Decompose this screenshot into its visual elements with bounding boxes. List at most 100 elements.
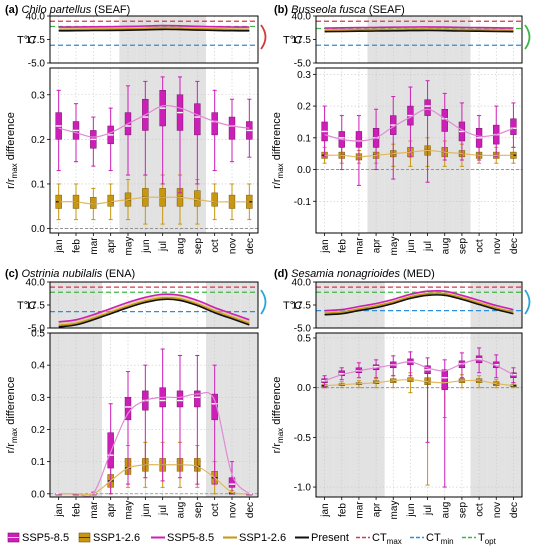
ylabel-main: r/r: [271, 443, 283, 454]
region-name: (SEAF): [91, 4, 130, 16]
temperature-ytick-label: -5.0: [294, 59, 312, 70]
ssp585-box-mar: [90, 116, 97, 167]
boxplot-ytick-label: 0.5: [31, 329, 45, 340]
temperature-shade-dec: [504, 282, 522, 328]
ylabel-subscript: max: [276, 428, 285, 443]
month-label-nov: nov: [492, 502, 503, 518]
month-label-jun: jun: [406, 503, 417, 517]
ssp585-iqr: [194, 390, 201, 408]
boxplot-ylabel: r/rmax difference: [271, 112, 285, 189]
ssp585-box-aug: [441, 359, 448, 488]
month-label-dec: dec: [245, 238, 256, 254]
ssp126-iqr: [211, 192, 218, 207]
temperature-strip: 40.0 17.5 -5.0 T°C: [17, 12, 267, 70]
ylabel-main: r/r: [5, 443, 17, 454]
temperature-bracket: [260, 289, 267, 315]
legend-present-label: Present: [311, 532, 349, 544]
temperature-present-line: [58, 28, 250, 32]
ylabel-rest: difference: [271, 112, 283, 163]
temperature-bracket: [524, 289, 531, 315]
ssp126-trend-line: [58, 463, 250, 496]
legend-topt-subscript: opt: [485, 537, 497, 546]
boxplot-area: -1.0 -0.5 0.0 0.5 r/rmax difference jan feb mar…: [271, 332, 523, 520]
legend-ctmax-subscript: max: [387, 537, 402, 546]
temperature-ytick-label: 17.5: [26, 301, 46, 312]
species-name: Sesamia nonagrioides: [291, 268, 400, 280]
temperature-ylabel: T°C: [17, 35, 36, 47]
temperature-ytick-label: 40.0: [26, 12, 46, 23]
month-label-jan: jan: [320, 503, 331, 517]
boxplot-ytick-label: 0.1: [297, 133, 311, 144]
temperature-strip: 40.0 17.5 -5.0 T°C: [283, 12, 531, 70]
region-name: (MED): [400, 268, 435, 280]
legend: SSP5-8.5 SSP1-2.6 SSP5-8.5 SSP1-2.6 Pres…: [7, 532, 497, 546]
month-label-jul: jul: [423, 241, 434, 252]
temperature-shade-mar: [350, 282, 368, 328]
temperature-shade-oct: [206, 282, 224, 328]
boxplot-ytick-label: 0.3: [31, 393, 45, 404]
ssp585-box-aug: [176, 355, 184, 479]
boxplot-ylabel: r/rmax difference: [5, 377, 19, 454]
month-label-feb: feb: [72, 503, 83, 517]
ssp585-box-sep: [194, 80, 201, 185]
ylabel-main: r/r: [271, 178, 283, 189]
temperature-ytick-label: 40.0: [292, 12, 312, 23]
ssp585-box-jun: [407, 351, 414, 377]
boxplot-ytick-label: 0.0: [297, 165, 311, 176]
month-label-jun: jun: [141, 239, 152, 253]
month-label-feb: feb: [337, 503, 348, 517]
ssp585-box-apr: [107, 403, 114, 495]
month-label-sep: sep: [457, 502, 468, 519]
month-label-mar: mar: [89, 237, 100, 255]
month-label-dec: dec: [245, 502, 256, 518]
panel-title: (a) Chilo partellus (SEAF): [5, 4, 130, 16]
month-label-jun: jun: [406, 239, 417, 253]
boxplot-ytick-label: -1.0: [294, 483, 312, 494]
month-label-may: may: [389, 501, 400, 520]
temperature-ssp126-line: [58, 27, 250, 31]
temperature-present-line: [324, 294, 514, 316]
temperature-ytick-label: 17.5: [292, 301, 312, 312]
temperature-shade-jan: [50, 282, 68, 328]
ssp126-trend-line: [324, 149, 514, 158]
panels-layer: (a) Chilo partellus (SEAF)40.017.5-5.0T°…: [5, 4, 531, 520]
region-name: (ENA): [102, 268, 135, 280]
ssp585-trend-line: [324, 108, 514, 142]
boxplot-ytick-label: 0.0: [31, 489, 45, 500]
ssp585-trend-line: [58, 104, 250, 138]
temperature-ssp585-line: [324, 289, 514, 312]
boxplot-frame: [49, 332, 259, 498]
ssp585-box-may: [124, 371, 132, 485]
temperature-ssp585-line: [324, 26, 514, 29]
ssp126-box-may: [390, 375, 397, 389]
month-label-mar: mar: [89, 501, 100, 519]
temperature-ytick-label: 17.5: [292, 35, 312, 46]
temperature-bracket: [260, 24, 267, 50]
month-label-oct: oct: [210, 239, 221, 253]
month-label-jan: jan: [54, 503, 65, 517]
ssp585-box-oct: [211, 364, 218, 485]
boxplot-frame: [315, 67, 523, 234]
ssp585-box-aug: [176, 76, 184, 194]
month-label-jan: jan: [54, 239, 65, 253]
legend-ssp126-line-label: SSP1-2.6: [239, 532, 286, 544]
ssp585-iqr: [194, 103, 201, 136]
boxplot-ytick-label: 0.1: [31, 179, 45, 190]
legend-ctmin-subscript: min: [441, 537, 454, 546]
month-label-apr: apr: [106, 502, 117, 517]
ssp585-box-jan: [55, 89, 62, 172]
legend-ctmax-label: CTmax: [372, 532, 402, 546]
boxplot-ytick-label: 0.3: [297, 70, 311, 81]
month-label-apr: apr: [372, 502, 383, 517]
month-label-jul: jul: [423, 505, 434, 516]
ssp585-iqr: [211, 112, 218, 136]
month-label-dec: dec: [509, 502, 520, 518]
temperature-ssp126-line: [324, 292, 514, 314]
ssp585-box-apr: [107, 107, 114, 172]
month-label-jul: jul: [158, 241, 169, 252]
ssp585-box-jan: [321, 105, 328, 158]
boxplot-ytick-label: 0.1: [31, 457, 45, 468]
ssp585-box-dec: [510, 102, 517, 148]
month-label-nov: nov: [492, 238, 503, 254]
